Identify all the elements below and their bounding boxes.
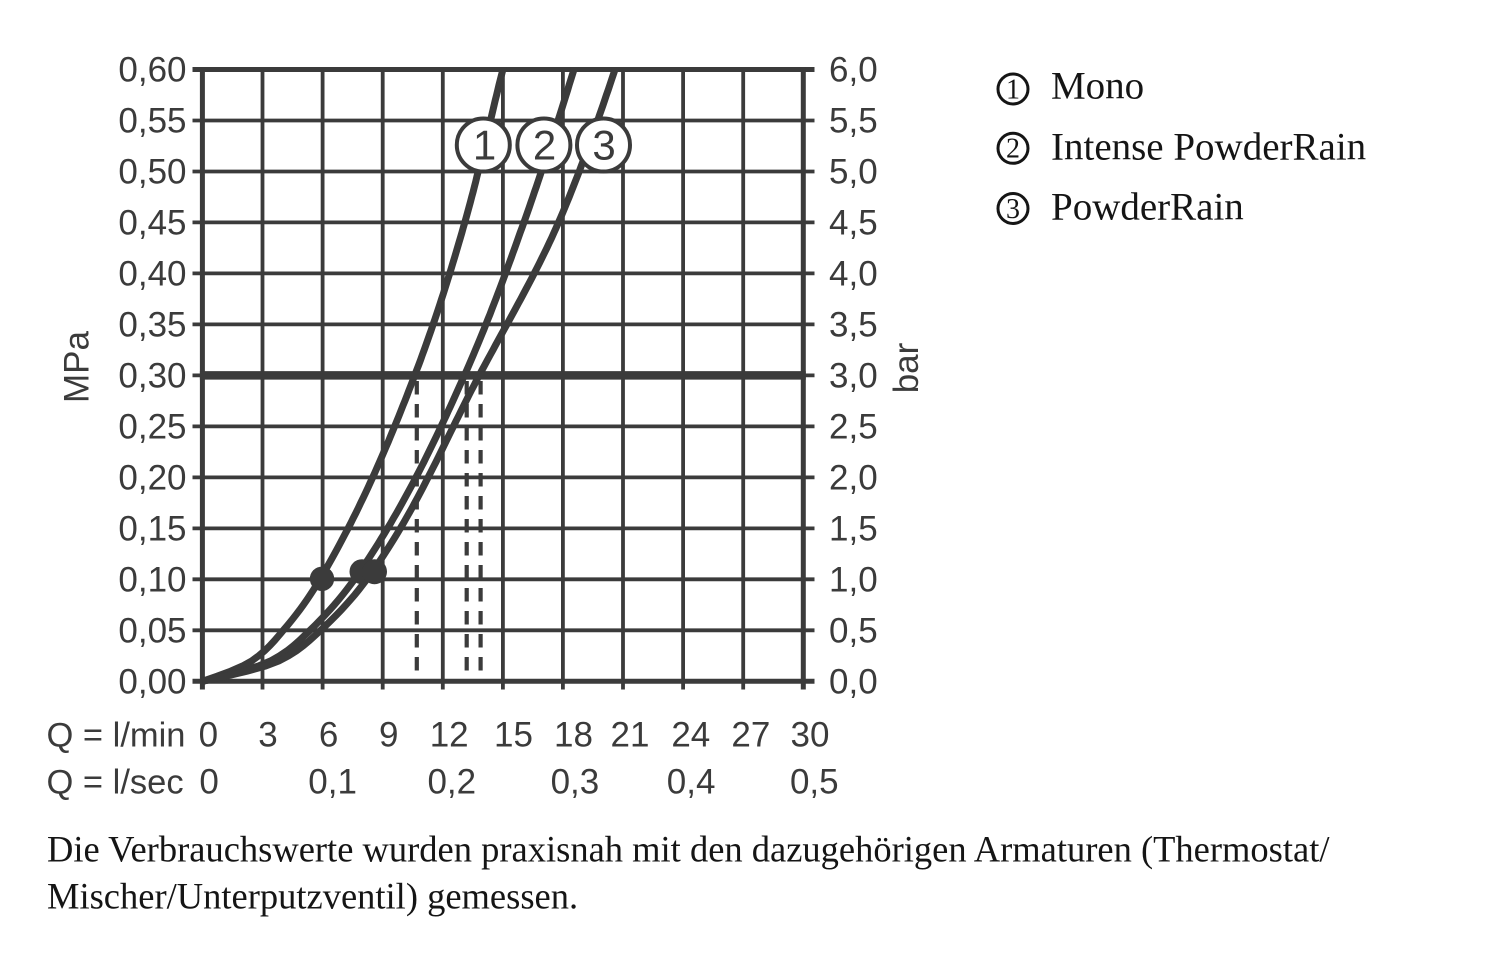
svg-text:0,3: 0,3 bbox=[551, 763, 600, 802]
svg-text:0,5: 0,5 bbox=[790, 763, 839, 802]
svg-text:0,00: 0,00 bbox=[118, 662, 186, 701]
svg-text:1: 1 bbox=[1006, 74, 1020, 105]
svg-text:Mono: Mono bbox=[1051, 64, 1144, 107]
svg-text:0,5: 0,5 bbox=[829, 611, 878, 650]
svg-text:0,45: 0,45 bbox=[118, 203, 186, 242]
svg-text:0,0: 0,0 bbox=[829, 662, 878, 701]
svg-text:27: 27 bbox=[731, 716, 770, 755]
svg-text:0,05: 0,05 bbox=[118, 611, 186, 650]
svg-text:Intense PowderRain: Intense PowderRain bbox=[1051, 126, 1366, 169]
svg-text:18: 18 bbox=[554, 716, 593, 755]
svg-text:2: 2 bbox=[533, 122, 556, 169]
svg-text:0,25: 0,25 bbox=[118, 407, 186, 446]
svg-text:1: 1 bbox=[473, 122, 496, 169]
svg-text:9: 9 bbox=[379, 716, 398, 755]
svg-text:3: 3 bbox=[1006, 194, 1020, 225]
svg-text:1,0: 1,0 bbox=[829, 560, 878, 599]
svg-text:0,55: 0,55 bbox=[118, 102, 186, 141]
svg-text:4,5: 4,5 bbox=[829, 203, 878, 242]
svg-text:0,20: 0,20 bbox=[118, 458, 186, 497]
svg-text:bar: bar bbox=[887, 342, 926, 393]
svg-text:30: 30 bbox=[791, 716, 830, 755]
svg-text:Die Verbrauchswerte wurden pra: Die Verbrauchswerte wurden praxisnah mit… bbox=[47, 829, 1330, 870]
svg-text:5,0: 5,0 bbox=[829, 153, 878, 192]
svg-text:MPa: MPa bbox=[58, 330, 97, 403]
svg-text:0,60: 0,60 bbox=[118, 51, 186, 90]
svg-text:2: 2 bbox=[1006, 134, 1020, 165]
svg-text:15: 15 bbox=[494, 716, 533, 755]
svg-text:6,0: 6,0 bbox=[829, 51, 878, 90]
svg-text:0: 0 bbox=[199, 763, 218, 802]
svg-text:0,2: 0,2 bbox=[427, 763, 476, 802]
svg-text:Q = l/sec: Q = l/sec bbox=[47, 764, 184, 802]
svg-text:0,35: 0,35 bbox=[118, 305, 186, 344]
svg-text:5,5: 5,5 bbox=[829, 102, 878, 141]
svg-text:0,15: 0,15 bbox=[118, 509, 186, 548]
svg-text:0,4: 0,4 bbox=[667, 763, 716, 802]
svg-text:0,30: 0,30 bbox=[118, 356, 186, 395]
svg-text:3,0: 3,0 bbox=[829, 356, 878, 395]
svg-text:0,50: 0,50 bbox=[118, 153, 186, 192]
svg-text:4,0: 4,0 bbox=[829, 254, 878, 293]
svg-text:Q = l/min: Q = l/min bbox=[47, 717, 186, 755]
svg-text:3: 3 bbox=[258, 716, 277, 755]
svg-text:3: 3 bbox=[592, 122, 615, 169]
svg-text:12: 12 bbox=[430, 716, 469, 755]
svg-text:PowderRain: PowderRain bbox=[1051, 186, 1244, 229]
svg-text:2,0: 2,0 bbox=[829, 458, 878, 497]
svg-text:3,5: 3,5 bbox=[829, 305, 878, 344]
svg-text:1,5: 1,5 bbox=[829, 509, 878, 548]
svg-text:0,10: 0,10 bbox=[118, 560, 186, 599]
svg-text:6: 6 bbox=[319, 716, 338, 755]
svg-text:2,5: 2,5 bbox=[829, 407, 878, 446]
svg-text:0,40: 0,40 bbox=[118, 254, 186, 293]
svg-text:Mischer/Unterputzventil) gemes: Mischer/Unterputzventil) gemessen. bbox=[47, 876, 578, 917]
svg-text:0: 0 bbox=[199, 716, 218, 755]
svg-text:21: 21 bbox=[611, 716, 650, 755]
svg-text:24: 24 bbox=[671, 716, 710, 755]
svg-text:0,1: 0,1 bbox=[308, 763, 357, 802]
